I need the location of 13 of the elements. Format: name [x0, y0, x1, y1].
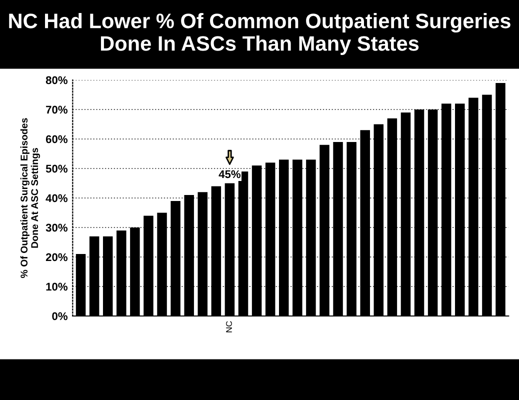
y-tick-label: 80%	[46, 76, 68, 84]
y-tick-label: 30%	[46, 224, 68, 232]
y-tick-label: 0%	[52, 312, 68, 320]
y-tick-label: 50%	[46, 164, 68, 173]
chart-title: NC Had Lower % Of Common Outpatient Surgeries Done In ASCs Than Many States	[9, 13, 510, 55]
x-tick-label: NC	[226, 321, 232, 332]
y-tick-label: 70%	[46, 106, 68, 114]
annotation: 45%	[218, 170, 241, 178]
y-tick-label: 20%	[46, 253, 68, 262]
y-tick-label: 10%	[46, 282, 68, 291]
y-axis-title: % Of Outpatient Surgical Episodes Done At ASC Settings	[20, 118, 40, 278]
y-tick-label: 40%	[46, 194, 68, 202]
y-tick-label: 60%	[46, 135, 68, 144]
